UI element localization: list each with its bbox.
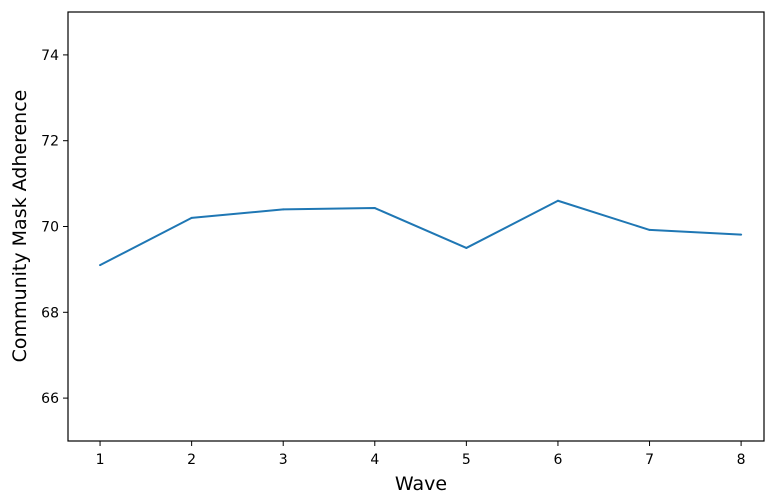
x-tick-label: 2: [187, 452, 196, 468]
x-tick-label: 7: [645, 452, 654, 468]
x-axis-label: Wave: [395, 473, 447, 494]
y-axis-ticks: 66 68 70 72 74: [41, 48, 68, 407]
y-tick-label: 74: [41, 48, 59, 64]
data-point: [282, 208, 285, 211]
data-point: [190, 216, 193, 219]
data-point: [465, 246, 468, 249]
series-layer: [99, 199, 743, 267]
x-tick-label: 4: [370, 452, 379, 468]
x-tick-label: 3: [279, 452, 288, 468]
data-point: [740, 233, 743, 236]
data-point: [556, 199, 559, 202]
y-tick-label: 68: [41, 305, 59, 321]
x-axis-ticks: 1 2 3 4 5 6 7 8: [96, 441, 746, 468]
x-tick-label: 1: [96, 452, 105, 468]
x-tick-label: 8: [737, 452, 746, 468]
y-tick-label: 72: [41, 134, 59, 150]
data-point: [99, 264, 102, 267]
data-point: [648, 228, 651, 231]
plot-frame: [67, 11, 765, 442]
y-tick-label: 70: [41, 220, 59, 236]
series-line: [99, 199, 742, 266]
y-tick-label: 66: [41, 391, 59, 407]
x-tick-label: 5: [462, 452, 471, 468]
x-tick-label: 6: [553, 452, 562, 468]
data-point: [373, 207, 376, 210]
y-axis-label: Community Mask Adherence: [9, 90, 31, 363]
